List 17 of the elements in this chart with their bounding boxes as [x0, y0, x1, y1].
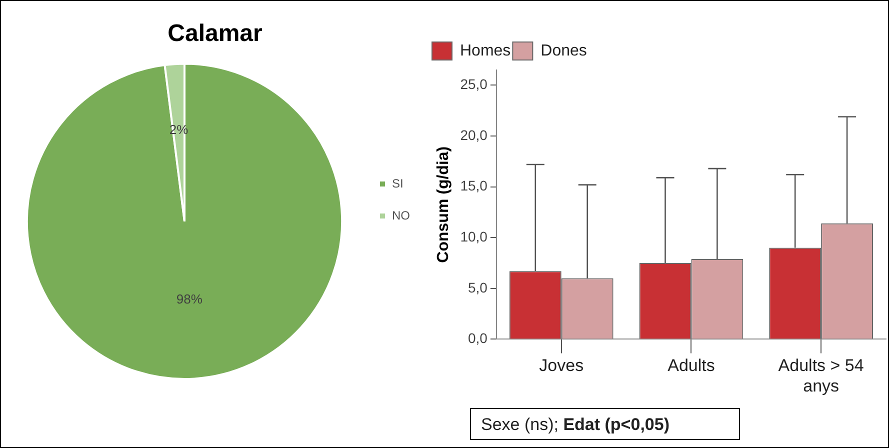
y-axis-title: Consum (g/dia)	[435, 146, 452, 263]
y-tick-label: 0,0	[468, 330, 488, 346]
x-tick-label: Joves	[539, 356, 584, 376]
x-tick-label: Adults > 54 anys	[778, 356, 864, 396]
y-tick-label: 5,0	[468, 279, 488, 296]
legend-label: Dones	[540, 42, 587, 60]
legend-label: NO	[392, 208, 410, 222]
x-tick-label: Adults	[668, 356, 715, 376]
text: Sexe (ns); Edat (p<0,05)	[481, 415, 670, 434]
chart-title: Calamar	[168, 20, 262, 48]
data-label: 98%	[176, 292, 203, 307]
y-tick-label: 10,0	[460, 228, 488, 244]
legend-label: SI	[392, 176, 404, 190]
legend-label: Homes	[460, 42, 511, 60]
y-tick-label: 15,0	[460, 178, 488, 194]
y-tick-label: 25,0	[460, 76, 488, 92]
y-tick-label: 20,0	[460, 126, 488, 143]
